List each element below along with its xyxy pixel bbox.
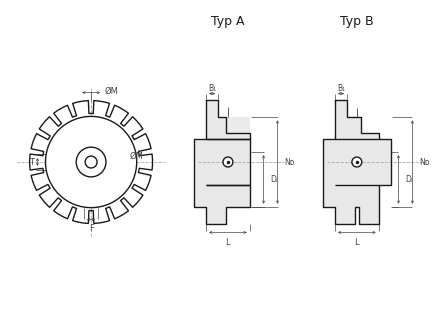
Text: Typ B: Typ B	[340, 15, 374, 28]
Polygon shape	[206, 100, 218, 117]
Circle shape	[352, 157, 362, 167]
Text: ØM: ØM	[130, 152, 143, 161]
Text: B₁: B₁	[337, 84, 345, 93]
Text: Typ A: Typ A	[211, 15, 245, 28]
Text: L: L	[355, 238, 359, 248]
Circle shape	[85, 156, 97, 168]
Circle shape	[76, 147, 106, 177]
Text: Nᴅ: Nᴅ	[284, 157, 295, 167]
Polygon shape	[323, 100, 391, 224]
Circle shape	[45, 116, 137, 208]
Text: Nᴅ: Nᴅ	[419, 157, 430, 167]
Circle shape	[223, 157, 233, 167]
Text: Dₗ: Dₗ	[271, 175, 278, 184]
Polygon shape	[206, 117, 250, 207]
Polygon shape	[194, 139, 206, 185]
Polygon shape	[194, 100, 250, 224]
Text: B₁: B₁	[208, 84, 216, 93]
Text: Dₗ: Dₗ	[405, 175, 413, 184]
Text: T: T	[29, 157, 33, 167]
Text: L: L	[226, 238, 230, 248]
Polygon shape	[206, 207, 226, 224]
Text: ØM: ØM	[105, 87, 119, 96]
Polygon shape	[29, 101, 153, 223]
Text: F: F	[88, 223, 94, 233]
